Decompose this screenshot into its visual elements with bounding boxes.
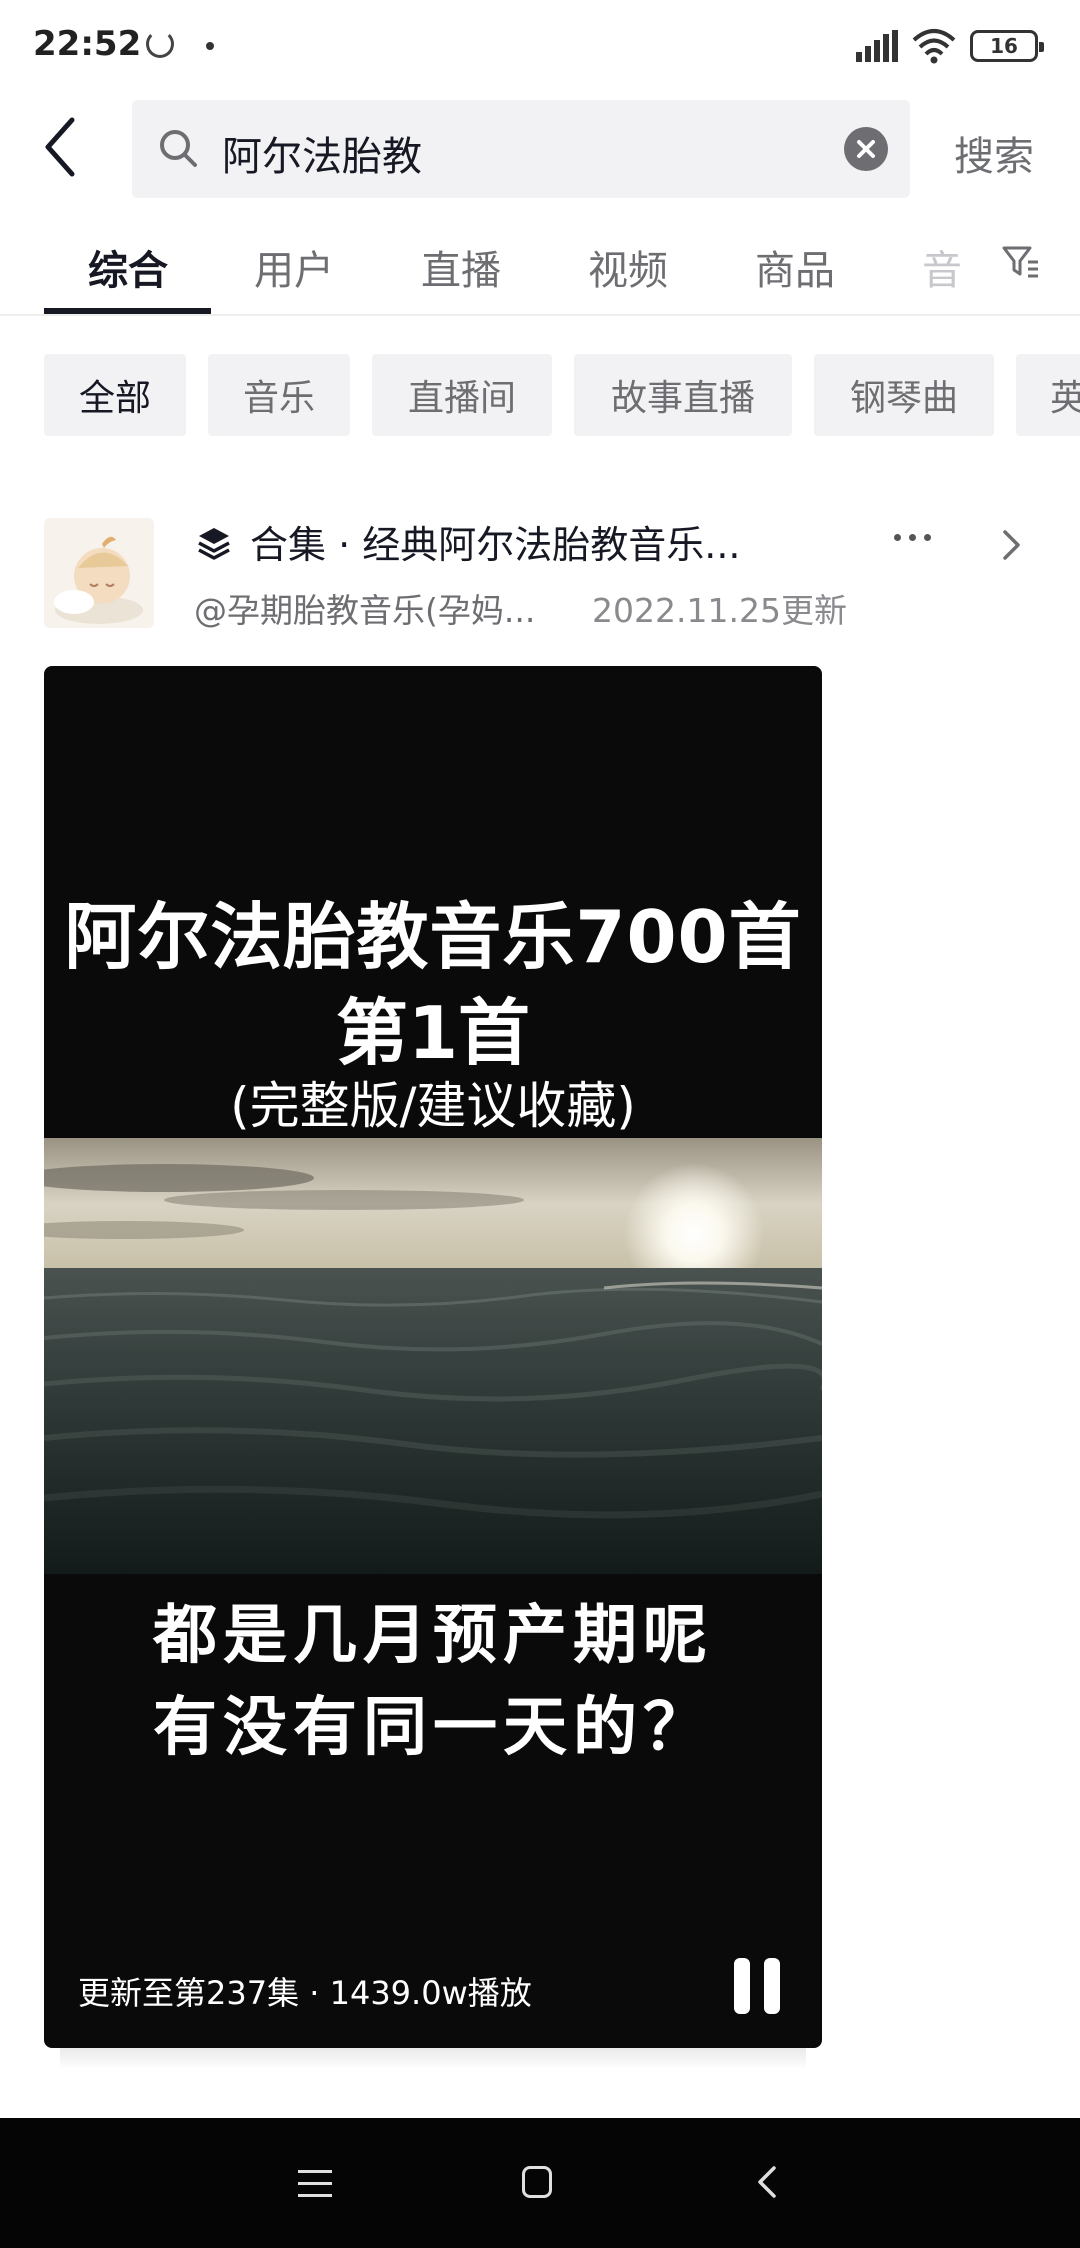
tab-products[interactable]: 商品 <box>755 248 835 294</box>
more-icon[interactable] <box>894 534 934 546</box>
video-title-line3: (完整版/建议收藏) <box>230 1077 636 1135</box>
collection-header[interactable]: 合集 · 经典阿尔法胎教音乐... @孕期胎教音乐(孕妈... 2022.11.… <box>44 514 1044 630</box>
video-title-line2: 第1首 <box>335 991 531 1075</box>
search-box[interactable]: 阿尔法胎教 <box>132 100 910 198</box>
card-shadow <box>60 2048 806 2070</box>
video-card[interactable]: 阿尔法胎教音乐700首 第1首 (完整版/建议收藏) <box>44 666 822 2048</box>
tab-users[interactable]: 用户 <box>254 248 334 294</box>
back-arrow-icon[interactable] <box>34 112 94 182</box>
pause-icon[interactable] <box>734 1958 784 2014</box>
system-nav-bar <box>0 2118 1080 2248</box>
search-input[interactable]: 阿尔法胎教 <box>222 134 422 180</box>
clear-icon <box>857 140 875 158</box>
wifi-icon <box>912 29 956 64</box>
tab-videos[interactable]: 视频 <box>588 248 668 294</box>
collection-updated-date: 2022.11.25更新 <box>592 591 847 630</box>
video-title-line1: 阿尔法胎教音乐700首 <box>64 895 802 979</box>
layers-icon <box>198 528 230 560</box>
video-stats: 更新至第237集 · 1439.0w播放 <box>78 1974 532 2012</box>
collection-author[interactable]: @孕期胎教音乐(孕妈... <box>194 591 536 630</box>
chevron-right-icon[interactable] <box>1000 528 1024 562</box>
signal-icon <box>856 30 898 62</box>
search-icon <box>160 130 197 167</box>
tab-music[interactable]: 音 <box>922 248 962 294</box>
status-time: 22:52 <box>33 24 142 64</box>
home-icon[interactable] <box>522 2166 552 2198</box>
active-tab-indicator <box>44 308 211 314</box>
video-caption-line1: 都是几月预产期呢 <box>153 1599 713 1673</box>
chip-live-room[interactable]: 直播间 <box>372 354 552 436</box>
nav-back-icon[interactable] <box>752 2164 782 2200</box>
avatar[interactable] <box>44 518 154 628</box>
filter-chips: 全部 音乐 直播间 故事直播 钢琴曲 英 <box>0 354 1080 436</box>
filter-icon[interactable] <box>1000 242 1040 282</box>
notification-dot-icon <box>206 42 214 50</box>
sync-icon <box>146 30 174 58</box>
collection-title[interactable]: 合集 · 经典阿尔法胎教音乐... <box>250 523 741 567</box>
tab-comprehensive[interactable]: 综合 <box>88 248 168 294</box>
sea-sunset-image <box>44 1138 822 1574</box>
status-bar: 22:52 16 <box>0 0 1080 92</box>
chip-story-live[interactable]: 故事直播 <box>574 354 792 436</box>
menu-icon[interactable] <box>298 2168 332 2198</box>
result-tabs: 综合 用户 直播 视频 商品 音 <box>0 232 1080 316</box>
battery-icon: 16 <box>970 30 1044 62</box>
clear-search-button[interactable] <box>844 127 888 171</box>
search-submit-button[interactable]: 搜索 <box>954 134 1034 180</box>
chip-piano[interactable]: 钢琴曲 <box>814 354 994 436</box>
baby-avatar-icon <box>44 518 154 628</box>
tab-live[interactable]: 直播 <box>421 248 501 294</box>
video-caption-line2: 有没有同一天的？ <box>153 1691 713 1765</box>
chip-all[interactable]: 全部 <box>44 354 186 436</box>
chip-music[interactable]: 音乐 <box>208 354 350 436</box>
chip-english[interactable]: 英 <box>1016 354 1080 436</box>
